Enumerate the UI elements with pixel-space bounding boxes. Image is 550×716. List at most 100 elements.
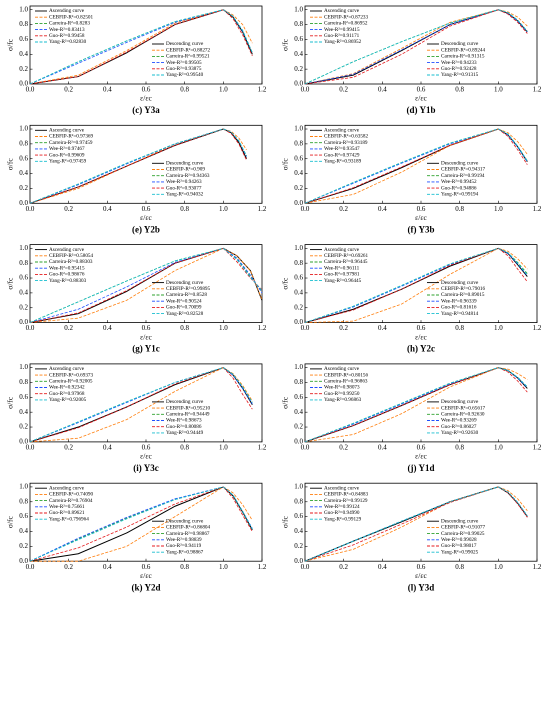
y-tick-label: 0.0 [19,557,28,565]
legend-label: Descending curve [166,160,204,166]
y-tick-label: 0.4 [294,408,303,416]
legend-label: CEBFIP-R²=0.86804 [166,525,211,531]
panel-title: (l) Y3d [408,582,434,592]
data-line [29,367,224,443]
plot-frame [29,244,263,324]
y-tick-label: 0.0 [294,438,303,446]
data-line [29,486,224,562]
y-axis-label: σ/fc [281,277,290,290]
legend-label: CEBFIP-R²=0.97369 [49,134,94,140]
legend-label: Ascending curve [49,127,85,133]
data-line [304,9,499,85]
legend-label: Yang-R²=0.94449 [166,430,204,436]
data-line [223,248,263,291]
x-tick-label: 0.0 [26,444,35,452]
y-tick-label: 0.8 [19,20,28,28]
data-line [304,367,499,443]
x-tick-label: 1.2 [533,205,542,213]
y-tick-label: 0.6 [19,274,28,282]
data-line [29,9,224,85]
data-line [29,486,224,562]
x-axis-label: ε/εc [415,94,427,103]
legend-label: Ascending curve [49,247,85,253]
data-line [304,486,499,562]
data-line [304,9,499,85]
panel-title: (g) Y1c [132,344,159,354]
panel: 0.0 0.2 0.4 0.6 0.8 1.0 1.2 0.0 0.2 0.4 0.6 0.8 1.0 ε… [281,5,542,115]
panel-title: (k) Y2d [132,582,161,592]
legend-label: Carreira-R²=0.97459 [49,140,93,146]
x-tick-label: 1.2 [258,205,267,213]
y-tick-label: 0.6 [294,154,303,162]
x-tick-label: 0.4 [103,324,112,332]
data-line [223,9,253,53]
legend-label: Yang-R²=0.82830 [49,39,87,45]
data-line [304,367,499,443]
data-line [223,486,253,521]
x-tick-label: 0.4 [378,86,387,94]
x-axis-label: ε/εc [415,571,427,580]
x-tick-label: 0.6 [417,205,426,213]
legend-label: Guo-R²=0.97968 [49,391,85,397]
legend-label: Descending curve [166,280,204,286]
y-tick-label: 0.8 [294,139,303,147]
legend-label: Descending curve [441,41,479,47]
x-tick-label: 0.8 [455,324,464,332]
data-line [223,367,253,410]
data-line [30,486,224,562]
x-tick-label: 0.0 [301,563,310,571]
y-tick-label: 0.2 [294,184,303,192]
x-tick-label: 0.2 [339,205,348,213]
y-tick-label: 0.2 [19,65,28,73]
legend-label: Wee-R²=0.94263 [166,179,202,185]
x-tick-label: 0.4 [103,444,112,452]
legend-label: Carreira-R²=0.96863 [324,378,368,384]
legend-label: Carreira-R²=0.8528 [166,292,207,298]
y-tick-label: 0.6 [19,154,28,162]
data-line [29,9,224,85]
legend-label: Guo-R²=0.91171 [324,33,360,39]
legend-label: Carreira-R²=0.92005 [49,378,93,384]
legend-label: Wee-R²=0.99415 [324,27,360,33]
legend-label: Guo-R²=0.94119 [166,543,202,549]
legend-label: Wee-R²=0.96339 [441,298,477,304]
data-line [223,128,247,161]
legend-label: Guo-R²=0.94990 [324,510,360,516]
y-tick-label: 0.0 [294,318,303,326]
x-tick-label: 0.8 [180,563,189,571]
legend-label: CEBFIP-R²=0.65617 [441,405,486,411]
x-axis-label: ε/εc [140,332,152,341]
y-tick-label: 0.0 [294,199,303,207]
x-tick-label: 1.0 [494,563,503,571]
legend-label: Wee-R²=0.95415 [49,265,85,271]
y-tick-label: 0.0 [19,318,28,326]
y-tick-label: 1.0 [19,125,28,133]
legend-label: Wee-R²=0.96111 [324,265,360,271]
data-line [498,367,528,388]
panel: 0.0 0.2 0.4 0.6 0.8 1.0 1.2 0.0 0.2 0.4 0.6 0.8 1.0 ε… [281,244,542,354]
x-tick-label: 1.0 [494,86,503,94]
legend-label: Carreira-R²=0.76904 [49,498,93,504]
y-tick-label: 1.0 [19,5,28,13]
y-tick-label: 0.8 [19,497,28,505]
legend-label: Yang-R²=0.97459 [49,158,87,164]
legend-label: Yang-R²=0.91315 [441,72,479,78]
legend-label: Guo-R²=0.81616 [441,305,477,311]
y-axis-label: σ/fc [6,38,15,51]
x-tick-label: 0.0 [301,444,310,452]
y-axis-label: σ/fc [281,396,290,409]
data-line [223,247,263,300]
y-tick-label: 0.8 [294,259,303,267]
y-tick-label: 1.0 [294,125,303,133]
legend-label: Ascending curve [324,366,360,372]
data-line [223,247,263,294]
y-tick-label: 0.0 [19,438,28,446]
plot-frame [304,124,538,204]
legend-label: Guo-R²=0.99458 [49,33,85,39]
legend-label: Wee-R²=0.92342 [49,385,85,391]
legend-label: Yang-R²=0.98867 [166,549,204,555]
data-line [498,367,528,380]
x-tick-label: 0.4 [378,444,387,452]
legend-label: Yang-R²=0.99129 [324,516,362,522]
